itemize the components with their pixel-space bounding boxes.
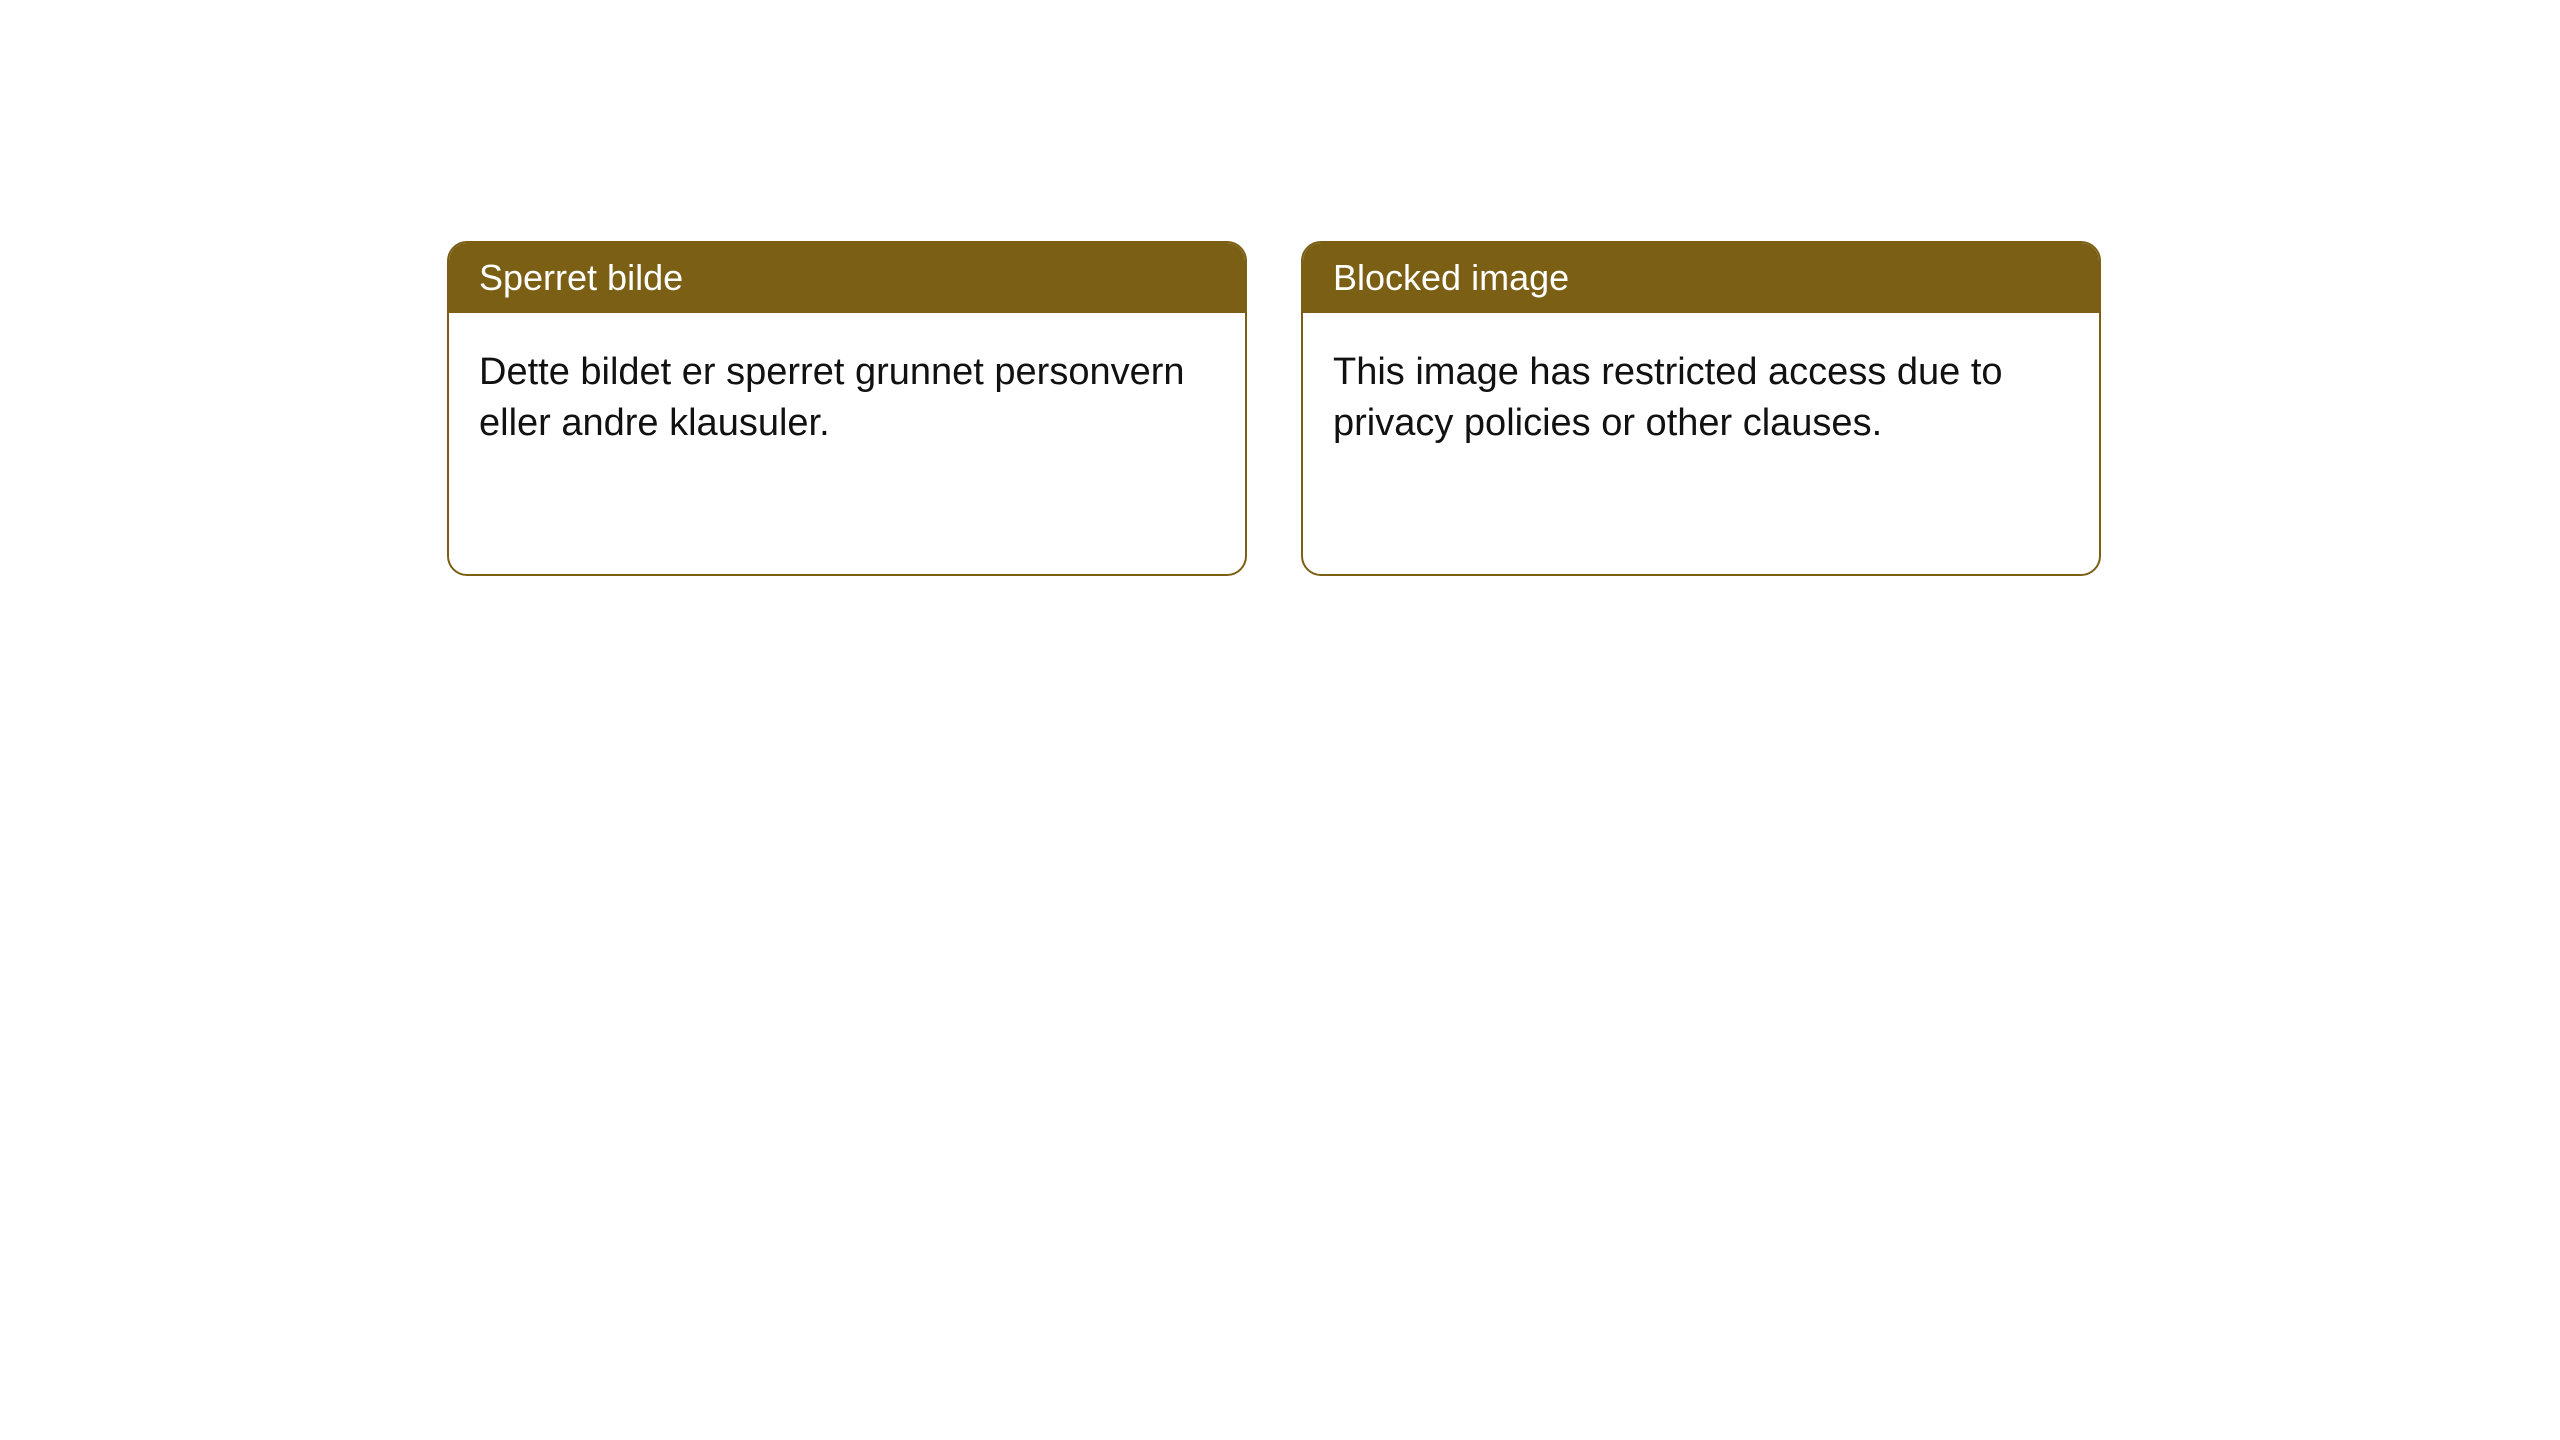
card-header-no: Sperret bilde — [449, 243, 1245, 313]
blocked-image-card-no: Sperret bilde Dette bildet er sperret gr… — [447, 241, 1247, 576]
card-body-en: This image has restricted access due to … — [1303, 313, 2099, 484]
card-header-en: Blocked image — [1303, 243, 2099, 313]
card-title-en: Blocked image — [1333, 257, 1569, 298]
card-body-text-no: Dette bildet er sperret grunnet personve… — [479, 351, 1185, 444]
blocked-image-card-en: Blocked image This image has restricted … — [1301, 241, 2101, 576]
card-body-text-en: This image has restricted access due to … — [1333, 351, 2003, 444]
card-body-no: Dette bildet er sperret grunnet personve… — [449, 313, 1245, 484]
card-title-no: Sperret bilde — [479, 257, 683, 298]
cards-container: Sperret bilde Dette bildet er sperret gr… — [0, 0, 2560, 576]
